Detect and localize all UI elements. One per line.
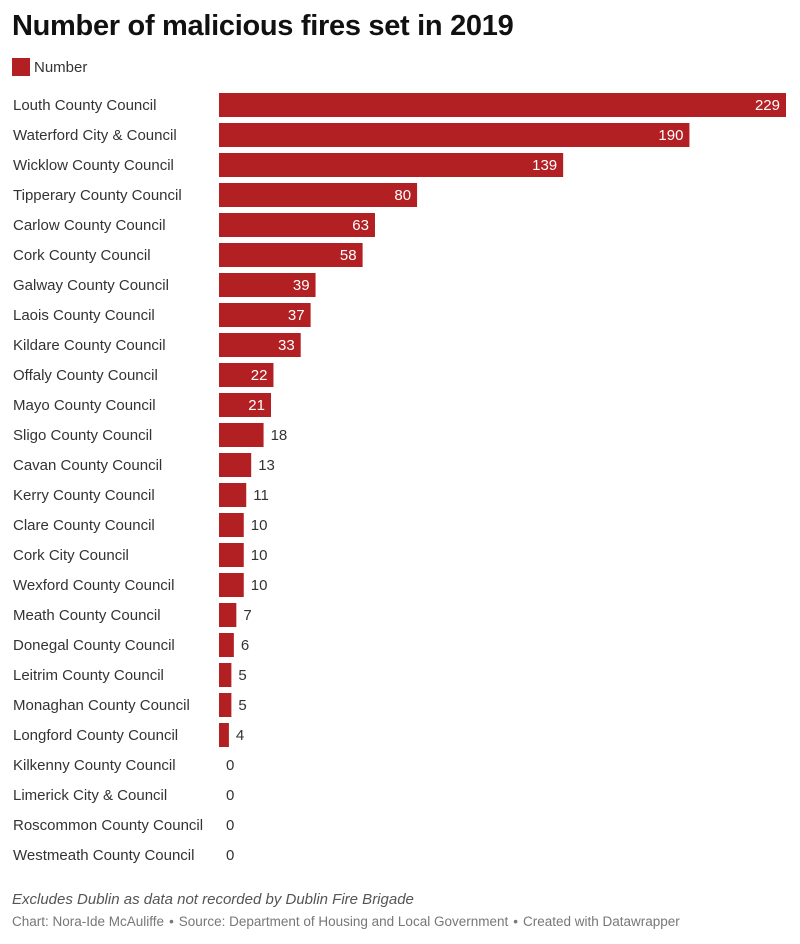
- category-label: Wicklow County Council: [13, 157, 174, 174]
- bar: [219, 213, 375, 237]
- value-label: 6: [241, 637, 249, 654]
- bar: [219, 513, 244, 537]
- value-label: 13: [258, 457, 275, 474]
- category-label: Cavan County Council: [13, 457, 162, 474]
- created-with: Created with Datawrapper: [522, 914, 680, 929]
- bar: [219, 183, 418, 207]
- category-label: Cork City Council: [13, 547, 129, 564]
- category-label: Mayo County Council: [13, 397, 156, 414]
- bar: [219, 123, 690, 147]
- category-label: Waterford City & Council: [13, 127, 177, 144]
- chart-title: Number of malicious fires set in 2019: [12, 10, 514, 42]
- category-label: Tipperary County Council: [13, 187, 182, 204]
- bar: [219, 153, 564, 177]
- category-label: Wexford County Council: [13, 577, 174, 594]
- category-label: Carlow County Council: [13, 217, 166, 234]
- value-label: 4: [236, 727, 244, 744]
- category-label: Limerick City & Council: [13, 787, 167, 804]
- value-label: 5: [238, 667, 246, 684]
- bar: [219, 453, 252, 477]
- category-label: Clare County Council: [13, 517, 155, 534]
- value-label: 0: [226, 847, 234, 864]
- value-label: 58: [340, 247, 357, 264]
- value-label: 0: [226, 817, 234, 834]
- bar: [219, 633, 234, 657]
- bar: [219, 483, 247, 507]
- value-label: 21: [248, 397, 265, 414]
- bar: [219, 333, 301, 357]
- bar: [219, 603, 237, 627]
- bar: [219, 303, 311, 327]
- category-label: Sligo County Council: [13, 427, 152, 444]
- value-label: 190: [658, 127, 683, 144]
- value-label: 7: [243, 607, 251, 624]
- category-label: Westmeath County Council: [13, 847, 194, 864]
- category-label: Kildare County Council: [13, 337, 166, 354]
- category-label: Longford County Council: [13, 727, 178, 744]
- bar: [219, 543, 244, 567]
- bar: [219, 723, 229, 747]
- bar: [219, 663, 232, 687]
- category-label: Cork County Council: [13, 247, 151, 264]
- value-label: 80: [394, 187, 411, 204]
- legend-swatch: [12, 58, 30, 76]
- value-label: 229: [755, 97, 780, 114]
- value-label: 11: [253, 487, 269, 504]
- bar: [219, 363, 274, 387]
- value-label: 10: [251, 547, 268, 564]
- chart-credit: Chart: Nora-Ide McAuliffe: [12, 914, 165, 929]
- value-label: 63: [352, 217, 369, 234]
- legend: Number: [12, 58, 87, 76]
- value-label: 10: [251, 577, 268, 594]
- category-label: Galway County Council: [13, 277, 169, 294]
- category-label: Louth County Council: [13, 97, 156, 114]
- category-label: Kilkenny County Council: [13, 757, 176, 774]
- bar: [219, 693, 232, 717]
- bar-chart: Louth County Council 229 Waterford City & …: [13, 93, 786, 864]
- category-label: Meath County Council: [13, 607, 161, 624]
- value-label: 5: [238, 697, 246, 714]
- chart-footer: Chart: Nora-Ide McAuliffe • Source: Depart…: [12, 914, 680, 929]
- value-label: 10: [251, 517, 268, 534]
- category-label: Roscommon County Council: [13, 817, 203, 834]
- value-label: 18: [271, 427, 288, 444]
- category-label: Donegal County Council: [13, 637, 175, 654]
- bar: [219, 393, 271, 417]
- category-label: Offaly County Council: [13, 367, 158, 384]
- source-credit: Source: Department of Housing and Local …: [178, 914, 509, 929]
- category-label: Monaghan County Council: [13, 697, 190, 714]
- bar: [219, 423, 264, 447]
- bar: [219, 243, 363, 267]
- value-label: 33: [278, 337, 295, 354]
- value-label: 22: [251, 367, 268, 384]
- value-label: 37: [288, 307, 305, 324]
- value-label: 139: [532, 157, 557, 174]
- category-label: Leitrim County Council: [13, 667, 164, 684]
- category-label: Kerry County Council: [13, 487, 155, 504]
- bar: [219, 273, 316, 297]
- chart-notes: Excludes Dublin as data not recorded by …: [12, 891, 414, 908]
- legend-label: Number: [34, 58, 88, 76]
- value-label: 0: [226, 787, 234, 804]
- category-label: Laois County Council: [13, 307, 155, 324]
- bar: [219, 573, 244, 597]
- bar: [219, 93, 786, 117]
- value-label: 0: [226, 757, 234, 774]
- value-label: 39: [293, 277, 310, 294]
